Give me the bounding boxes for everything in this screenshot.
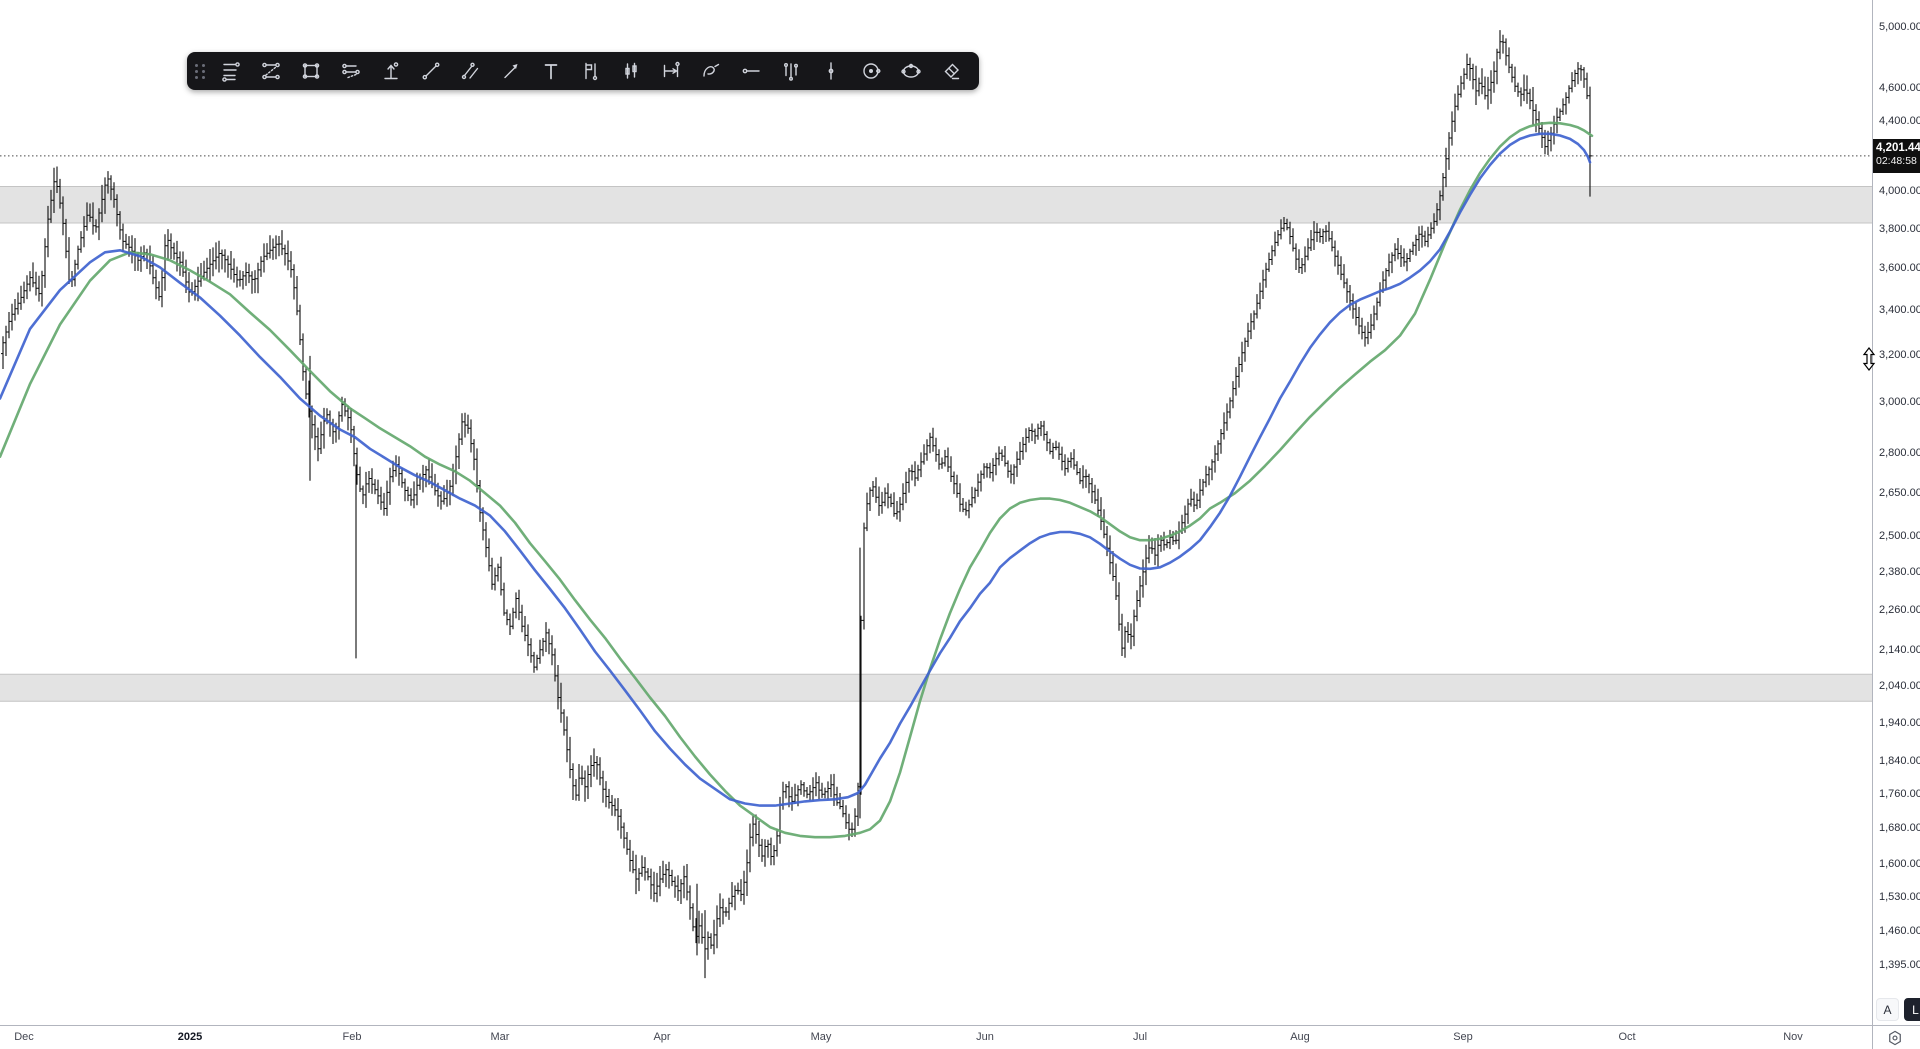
tool-parallel-channel-button[interactable] (451, 52, 491, 90)
price-tick: 2,650.00 (1879, 487, 1920, 499)
time-label-dec: Dec (14, 1031, 34, 1043)
price-tick: 4,000.00 (1879, 185, 1920, 197)
trend-based-fib-extension-icon (262, 62, 280, 80)
sr-zone (0, 674, 1872, 702)
price-tick: 1,940.00 (1879, 717, 1920, 729)
tool-brush-button[interactable] (691, 52, 731, 90)
horizontal-ray-icon (742, 68, 760, 74)
time-label-mar: Mar (490, 1031, 510, 1043)
tool-price-note-button[interactable] (571, 52, 611, 90)
tool-price-range-button[interactable] (371, 52, 411, 90)
tool-volume-bars-button[interactable] (771, 52, 811, 90)
tool-vertical-line-button[interactable] (811, 52, 851, 90)
axis-settings-gear-icon[interactable] (1886, 1029, 1904, 1047)
bar-countdown: 02:48:58 (1876, 155, 1917, 167)
eraser-icon (944, 63, 960, 80)
price-tick: 1,840.00 (1879, 755, 1920, 767)
tool-bar-pattern-button[interactable] (611, 52, 651, 90)
price-tick: 3,600.00 (1879, 262, 1920, 274)
time-label-sep: Sep (1453, 1031, 1473, 1043)
price-bars (2, 30, 1591, 979)
tool-trend-line-button[interactable] (411, 52, 451, 90)
sr-zone (0, 186, 1872, 223)
price-tick: 1,460.00 (1879, 925, 1920, 937)
time-label-may: May (810, 1031, 832, 1043)
current-price-label: 4,201.44 02:48:58 (1873, 139, 1920, 173)
time-label-oct: Oct (1618, 1031, 1636, 1043)
time-label-nov: Nov (1783, 1031, 1803, 1043)
price-tick: 2,260.00 (1879, 604, 1920, 616)
time-label-2025: 2025 (177, 1031, 203, 1043)
log-scale-button[interactable]: L (1904, 998, 1920, 1021)
ma-blue-line (0, 132, 1592, 807)
rectangle-icon (302, 63, 320, 79)
price-tick: 1,395.00 (1879, 959, 1920, 971)
tool-fib-retracement-button[interactable] (211, 52, 251, 90)
tool-fib-channel-button[interactable] (331, 52, 371, 90)
time-label-apr: Apr (653, 1031, 671, 1043)
parallel-channel-icon (461, 62, 479, 80)
toolbar-drag-handle[interactable] (193, 60, 207, 82)
price-tick: 1,680.00 (1879, 822, 1920, 834)
fib-channel-icon (342, 63, 360, 79)
circle-icon (863, 63, 881, 79)
price-tick: 2,140.00 (1879, 644, 1920, 656)
time-label-feb: Feb (342, 1031, 362, 1043)
date-range-icon (663, 61, 680, 78)
tool-trend-based-fib-extension-button[interactable] (251, 52, 291, 90)
price-tick: 1,530.00 (1879, 891, 1920, 903)
vertical-line-icon (828, 62, 834, 80)
tool-date-range-button[interactable] (651, 52, 691, 90)
price-tick: 1,600.00 (1879, 858, 1920, 870)
price-tick: 2,380.00 (1879, 566, 1920, 578)
price-range-icon (384, 62, 399, 80)
trend-line-icon (422, 62, 440, 80)
price-axis[interactable]: 4,201.44 02:48:58 A L 5,000.00 4,600.00 4,… (1872, 0, 1920, 1025)
bar-open-close-ticks (1, 41, 1592, 950)
drawing-toolbar (187, 52, 979, 90)
tool-horizontal-ray-button[interactable] (731, 52, 771, 90)
price-chart-canvas[interactable] (0, 0, 1872, 1025)
price-tick: 3,200.00 (1879, 349, 1920, 361)
tool-ellipse-button[interactable] (891, 52, 931, 90)
tool-eraser-button[interactable] (931, 52, 971, 90)
price-tick: 3,800.00 (1879, 223, 1920, 235)
ma-green-line (0, 121, 1594, 839)
price-tick: 4,400.00 (1879, 115, 1920, 127)
tool-arrow-button[interactable] (491, 52, 531, 90)
price-tick: 2,500.00 (1879, 530, 1920, 542)
resize-cursor-icon (1861, 347, 1877, 376)
time-label-jul: Jul (1132, 1031, 1148, 1043)
volume-bars-icon (783, 62, 798, 81)
price-tick: 2,040.00 (1879, 680, 1920, 692)
ellipse-icon (901, 63, 921, 78)
price-tick: 4,600.00 (1879, 82, 1920, 94)
bar-pattern-icon (625, 62, 637, 79)
arrow-icon (504, 64, 518, 79)
current-price-value: 4,201.44 (1876, 142, 1920, 154)
axis-settings-corner (1872, 1025, 1920, 1049)
auto-scale-button[interactable]: A (1876, 998, 1899, 1021)
price-tick: 3,000.00 (1879, 396, 1920, 408)
price-tick: 1,760.00 (1879, 788, 1920, 800)
time-label-aug: Aug (1290, 1031, 1310, 1043)
tool-rectangle-button[interactable] (291, 52, 331, 90)
fib-retracement-icon (222, 62, 240, 82)
price-tick: 2,800.00 (1879, 447, 1920, 459)
text-icon (544, 64, 558, 80)
time-label-jun: Jun (976, 1031, 994, 1043)
time-axis[interactable]: Dec 2025 Feb Mar Apr May Jun Jul Aug Sep Oct Nov (0, 1025, 1872, 1049)
tool-circle-button[interactable] (851, 52, 891, 90)
price-tick: 5,000.00 (1879, 21, 1920, 33)
tool-text-button[interactable] (531, 52, 571, 90)
brush-icon (703, 63, 720, 77)
scale-buttons: A L (1876, 998, 1920, 1021)
price-tick: 3,400.00 (1879, 304, 1920, 316)
price-note-icon (585, 62, 598, 81)
